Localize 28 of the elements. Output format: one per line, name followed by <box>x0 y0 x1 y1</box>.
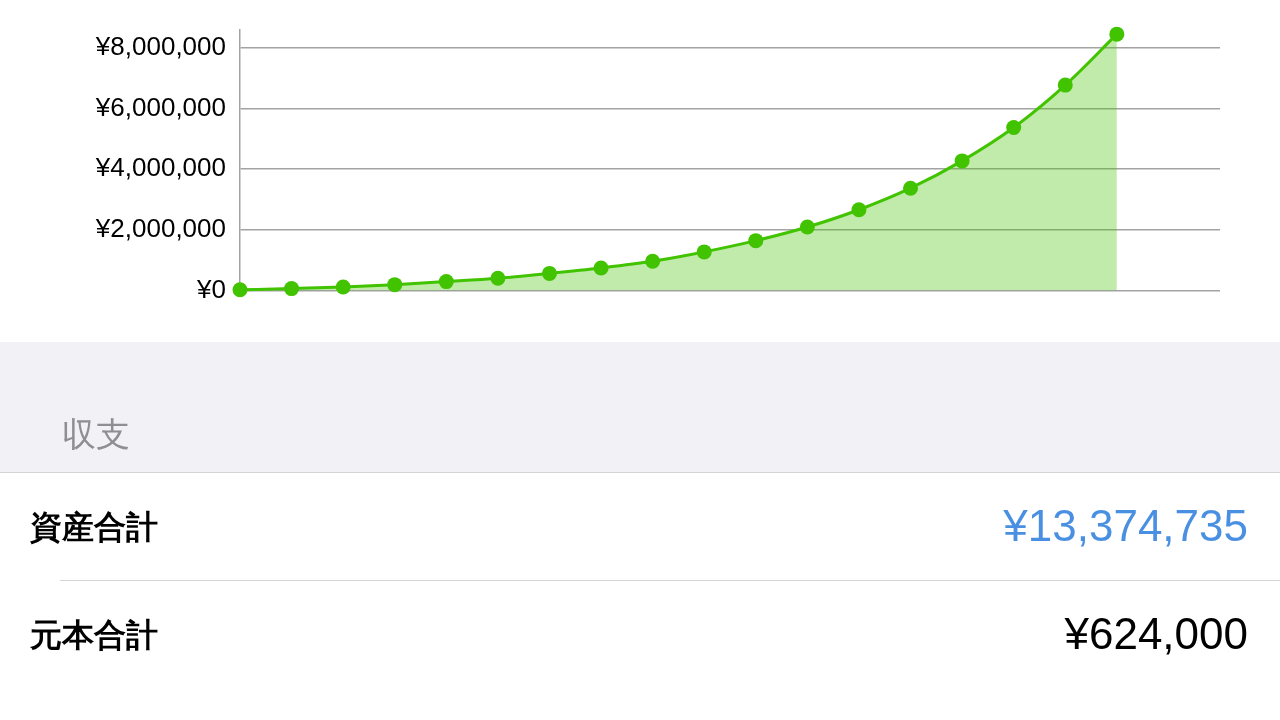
text: 収支 <box>62 414 130 454</box>
point <box>387 277 403 293</box>
text: 元本合計 <box>30 616 158 655</box>
y-tick-label: ¥2,000,000 <box>94 212 226 243</box>
point <box>903 180 919 196</box>
point <box>541 265 557 281</box>
point <box>851 202 867 218</box>
point <box>1057 77 1073 93</box>
point <box>490 270 506 286</box>
text: ¥13,374,735 <box>1003 500 1248 552</box>
point <box>696 244 712 260</box>
y-tick-label: ¥0 <box>196 273 226 304</box>
y-tick-label: ¥6,000,000 <box>94 91 226 122</box>
point <box>232 282 248 298</box>
point <box>593 260 609 276</box>
point <box>799 219 815 235</box>
point <box>284 281 300 297</box>
point <box>1006 120 1022 136</box>
point <box>954 153 970 169</box>
point <box>335 279 351 295</box>
text: ¥624,000 <box>1064 608 1248 660</box>
text: 資産合計 <box>30 508 158 547</box>
y-tick-label: ¥8,000,000 <box>94 30 226 61</box>
point <box>748 233 764 249</box>
y-tick-label: ¥4,000,000 <box>94 152 226 183</box>
point <box>1109 26 1125 42</box>
point <box>438 274 454 290</box>
point <box>645 253 661 269</box>
